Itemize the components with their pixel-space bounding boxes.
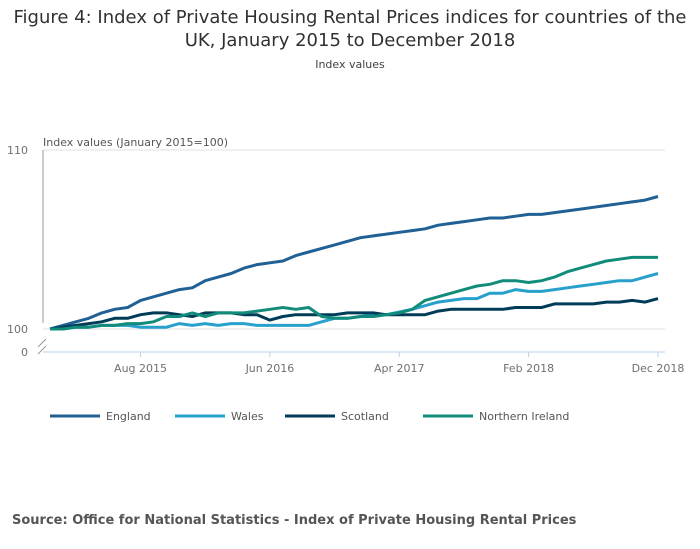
y-tick-label: 0	[21, 346, 28, 359]
axis-break-icon	[37, 338, 47, 355]
y-tick-label: 100	[7, 323, 28, 336]
series-line-northern-ireland	[50, 255, 658, 331]
x-tick-label: Aug 2015	[114, 362, 167, 375]
x-tick-label: Apr 2017	[374, 362, 425, 375]
legend-label: Wales	[231, 410, 264, 423]
y-axis-title: Index values (January 2015=100)	[43, 136, 228, 149]
source-note: Source: Office for National Statistics -…	[12, 513, 577, 528]
legend-label: England	[106, 410, 151, 423]
legend-label: Scotland	[341, 410, 389, 423]
series-line-england	[49, 195, 659, 331]
chart-title: Figure 4: Index of Private Housing Renta…	[13, 7, 687, 51]
series-line-scotland	[49, 297, 659, 331]
x-tick-label: Jun 2016	[245, 362, 295, 375]
y-tick-label: 110	[7, 144, 28, 157]
x-tick-label: Dec 2018	[632, 362, 685, 375]
legend-label: Northern Ireland	[479, 410, 569, 423]
chart-subtitle: Index values	[315, 58, 385, 71]
x-tick-label: Feb 2018	[503, 362, 554, 375]
